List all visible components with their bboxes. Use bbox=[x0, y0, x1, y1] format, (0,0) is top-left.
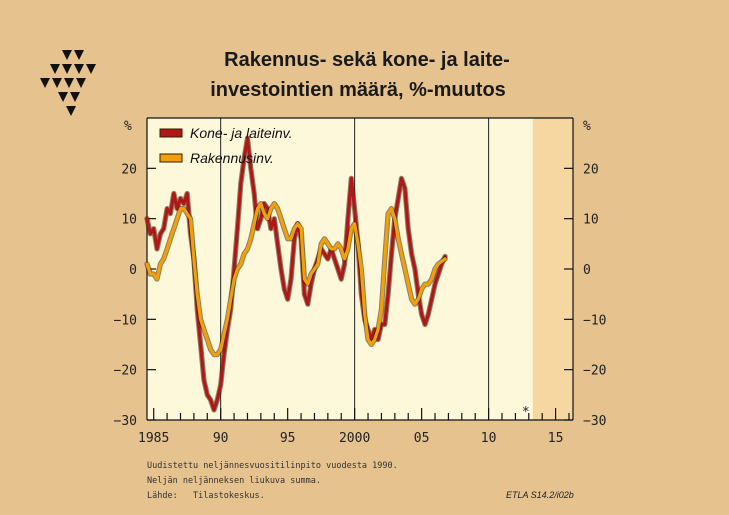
x-tick-label-1985: 1985 bbox=[138, 431, 169, 446]
legend: Kone- ja laiteinv. Rakennusinv. bbox=[159, 125, 292, 166]
x-axis-ticks: 1985 90 95 2000 05 10 15 bbox=[138, 408, 570, 446]
legend-swatch-rakennus bbox=[159, 153, 183, 163]
y-unit-right: % bbox=[583, 119, 591, 134]
series-line-1 bbox=[145, 202, 447, 357]
y-tick-label-right: −30 bbox=[583, 414, 606, 429]
x-tick-label-2000: 2000 bbox=[339, 431, 370, 446]
y-tick-label-right: 0 bbox=[583, 263, 591, 278]
x-tick-label-2015: 15 bbox=[548, 431, 564, 446]
legend-label-rakennus: Rakennusinv. bbox=[190, 150, 274, 166]
series-layer bbox=[144, 135, 448, 413]
chart-title-line-2: investointien määrä, %-muutos bbox=[210, 79, 506, 101]
chart-credit: ETLA S14.2/i02b bbox=[506, 490, 574, 500]
x-tick-label-1995: 95 bbox=[280, 431, 296, 446]
y-axis-ticks: 20 20 10 10 0 0 −10 −10 −20 −20 −30 −30 bbox=[114, 162, 607, 429]
footnote-1: Uudistettu neljännesvuositilinpito vuode… bbox=[147, 461, 398, 471]
y-tick-label-right: −10 bbox=[583, 313, 606, 328]
legend-label-kone: Kone- ja laiteinv. bbox=[190, 125, 292, 141]
y-tick-label-left: −30 bbox=[114, 414, 137, 429]
forecast-marker: * bbox=[522, 405, 530, 420]
x-tick-label-2005: 05 bbox=[414, 431, 430, 446]
y-tick-label-left: 10 bbox=[121, 213, 137, 228]
legend-swatch-kone bbox=[159, 128, 183, 138]
y-tick-label-left: 0 bbox=[129, 263, 137, 278]
y-tick-label-right: 10 bbox=[583, 213, 599, 228]
y-tick-label-right: 20 bbox=[583, 162, 599, 177]
footnote-3: Lähde: Tilastokeskus. bbox=[147, 491, 265, 501]
x-tick-label-1990: 90 bbox=[213, 431, 229, 446]
y-tick-label-left: −20 bbox=[114, 364, 137, 379]
logo-icon bbox=[40, 50, 96, 116]
chart-title-line-1: Rakennus- sekä kone- ja laite- bbox=[224, 49, 510, 71]
y-unit-left: % bbox=[124, 119, 132, 134]
y-tick-label-left: 20 bbox=[121, 162, 137, 177]
footnote-2: Neljän neljänneksen liukuva summa. bbox=[147, 476, 321, 486]
y-tick-label-left: −10 bbox=[114, 313, 137, 328]
y-tick-label-right: −20 bbox=[583, 364, 606, 379]
x-tick-label-2010: 10 bbox=[481, 431, 497, 446]
